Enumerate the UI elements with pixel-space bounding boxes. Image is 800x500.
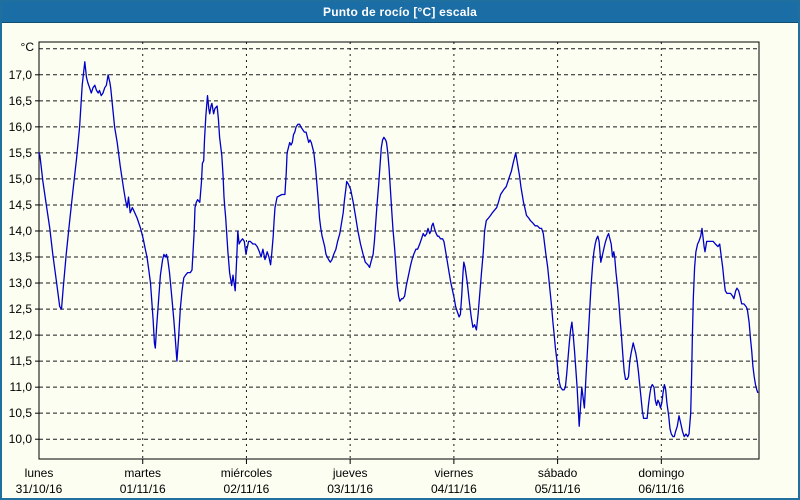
x-date-label: 02/11/16	[224, 482, 270, 496]
y-tick-label: 13,0	[9, 276, 33, 290]
y-tick-label: 12,5	[9, 302, 33, 316]
x-day-label: miércoles	[221, 466, 272, 480]
y-tick-label: 17,0	[9, 68, 33, 82]
y-tick-label: 15,5	[9, 146, 33, 160]
y-axis-unit-label: °C	[21, 40, 35, 54]
x-day-label: martes	[124, 466, 161, 480]
dewpoint-series-line	[38, 61, 759, 438]
x-date-label: 06/11/16	[638, 482, 684, 496]
y-tick-label: 14,0	[9, 224, 33, 238]
x-day-label: lunes	[25, 466, 54, 480]
x-date-label: 01/11/16	[120, 482, 166, 496]
x-day-label: viernes	[435, 466, 474, 480]
window-title: Punto de rocío [°C] escala	[322, 5, 478, 19]
y-tick-label: 10,0	[9, 432, 33, 446]
y-tick-label: 12,0	[9, 328, 33, 342]
title-bar: Punto de rocío [°C] escala	[2, 2, 798, 23]
y-tick-label: 13,5	[9, 250, 33, 264]
y-tick-label: 14,5	[9, 198, 33, 212]
x-date-label: 05/11/16	[535, 482, 581, 496]
x-day-label: jueves	[332, 466, 368, 480]
y-tick-label: 15,0	[9, 172, 33, 186]
y-tick-label: 16,0	[9, 120, 33, 134]
x-day-label: sábado	[538, 466, 578, 480]
x-date-label: 31/10/16	[16, 482, 63, 496]
x-date-label: 04/11/16	[431, 482, 477, 496]
x-date-label: 03/11/16	[327, 482, 373, 496]
y-tick-label: 16,5	[9, 94, 33, 108]
y-tick-label: 11,5	[10, 354, 33, 368]
x-day-label: domingo	[638, 466, 684, 480]
plot-border	[38, 41, 760, 460]
y-tick-label: 11,0	[10, 380, 33, 394]
y-tick-label: 10,5	[9, 406, 33, 420]
